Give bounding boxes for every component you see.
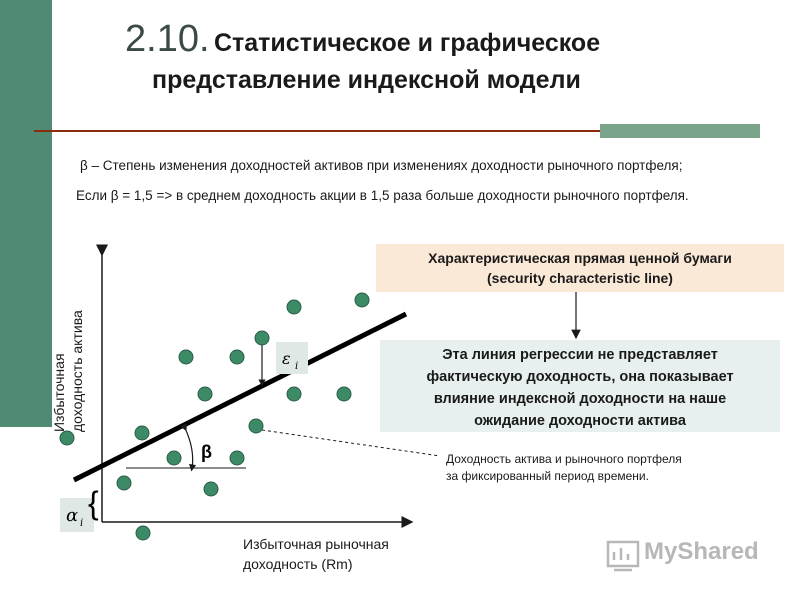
epsilon-box (276, 342, 308, 374)
epsilon-subscript: i (295, 361, 298, 372)
scatter-point (354, 292, 370, 308)
scatter-point (178, 349, 194, 365)
title-line-2: представление индексной модели (152, 66, 581, 94)
scatter-point (135, 525, 151, 541)
scl-callout-line-1: Характеристическая прямая ценной бумаги (428, 250, 732, 266)
regression-line-4: ожидание доходности актива (474, 413, 686, 429)
data-point-pointer (261, 429, 441, 457)
scatter-point (286, 386, 302, 402)
note-line-1: Доходность актива и рыночного портфеля (446, 452, 682, 466)
data-point-note: Доходность актива и рыночного портфеля з… (446, 451, 766, 485)
scatter-point (229, 349, 245, 365)
alpha-brace: { (88, 485, 99, 521)
scatter-points (59, 292, 370, 541)
side-accent-gap (0, 427, 26, 600)
scl-callout-line-2: (security characteristic line) (487, 270, 673, 286)
alpha-box (60, 498, 94, 532)
regression-line-2: фактическую доходность, она показывает (426, 369, 734, 385)
y-axis-label-line-1: Избыточная (51, 353, 67, 432)
regression-line (72, 311, 408, 483)
scatter-point (336, 386, 352, 402)
scl-callout: Характеристическая прямая ценной бумаги … (376, 244, 784, 292)
beta-label: β (201, 442, 212, 462)
y-axis-label: Избыточная доходность актива (50, 232, 86, 432)
x-axis-label: Избыточная рыночная доходность (Rm) (243, 534, 389, 574)
title-line-1: Статистическое и графическое (213, 29, 601, 57)
scatter-point (134, 425, 150, 441)
slide-title: 2.10. Статистическое и графическое (125, 18, 765, 61)
scatter-point (116, 475, 132, 491)
regression-callout: Эта линия регрессии не представляет факт… (380, 340, 780, 432)
y-axis-label-line-2: доходность актива (69, 310, 85, 432)
title-number: 2.10. (125, 18, 210, 60)
scatter-point (286, 299, 302, 315)
epsilon-symbol: ε (282, 349, 291, 368)
side-accent-bar (0, 0, 52, 427)
scatter-point (203, 481, 219, 497)
logo-text: MyShared (644, 538, 759, 565)
beta-arc (180, 423, 197, 472)
logo-icon (606, 540, 640, 572)
title-rule-box (600, 124, 760, 138)
x-axis-label-line-2: доходность (Rm) (243, 556, 353, 572)
x-axis-label-line-1: Избыточная рыночная (243, 536, 389, 552)
scatter-point (166, 450, 182, 466)
alpha-subscript: i (80, 518, 83, 529)
scatter-point (248, 418, 264, 434)
scatter-point (254, 330, 270, 346)
beta-definition: β – Степень изменения доходностей активо… (80, 158, 683, 173)
scatter-point (197, 386, 213, 402)
title-rule (34, 130, 600, 132)
scatter-point (59, 430, 75, 446)
regression-line-3: влияние индексной доходности на наше (433, 391, 727, 407)
scatter-point (229, 450, 245, 466)
beta-example: Если β = 1,5 => в среднем доходность акц… (76, 188, 689, 203)
alpha-symbol: α (66, 505, 78, 526)
regression-line-1: Эта линия регрессии не представляет (442, 347, 718, 363)
note-line-2: за фиксированный период времени. (446, 469, 649, 483)
